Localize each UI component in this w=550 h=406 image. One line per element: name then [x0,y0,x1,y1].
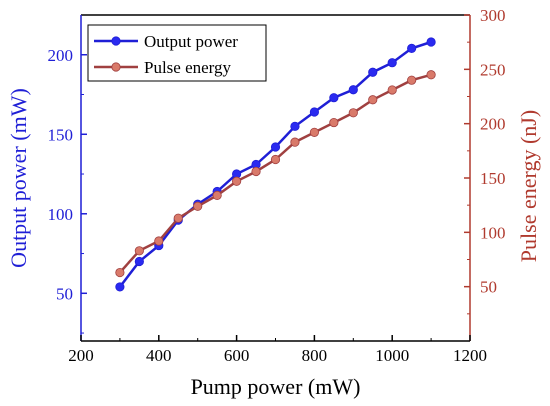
right-y-tick-label: 250 [480,60,506,79]
output-power-data-point [309,107,319,117]
pulse-energy-data-point [232,176,242,186]
output-power-data-point [407,43,417,53]
output-power-data-point [270,142,281,152]
pulse-energy-data-point [426,70,436,80]
pulse-energy-data-point [251,166,261,177]
left-y-tick-label: 200 [48,46,74,65]
right-y-tick-label: 200 [480,115,506,134]
pulse-energy-data-point [368,95,378,105]
pulse-energy-data-point [290,137,300,147]
right-y-axis-title: Pulse energy (nJ) [516,110,541,262]
pulse-energy-data-point [309,127,319,137]
pulse-energy-data-point [193,201,203,211]
legend-output-power-marker [111,36,121,46]
pulse-energy-data-point [348,108,358,118]
pulse-energy-data-point [270,154,281,165]
legend-pulse-energy-marker [111,62,121,72]
legend-box [87,24,267,82]
right-y-tick-label: 100 [480,223,506,242]
left-y-tick-label: 100 [48,205,74,224]
output-power-data-point [368,67,378,77]
pulse-energy-data-point [115,267,125,278]
legend-pulse-energy-label: Pulse energy [144,58,232,77]
left-y-tick-label: 150 [48,125,74,144]
right-y-tick-label: 50 [480,278,497,297]
output-power-data-point [115,282,125,292]
right-y-tick-label: 150 [480,169,506,188]
left-y-tick-label: 50 [56,284,73,303]
x-tick-label: 600 [224,346,250,365]
output-power-data-point [387,58,397,68]
left-y-axis-title: Output power (mW) [6,88,31,268]
output-power-data-point [290,121,300,131]
output-power-data-point [329,93,339,103]
pulse-energy-series-line [118,73,432,274]
plot-layer: 200 400 600 800 1000 1200 50 100 150 200 50 100 150 2… [6,6,541,399]
x-tick-label: 1000 [375,346,409,365]
x-tick-label: 800 [302,346,328,365]
pulse-energy-data-point [329,117,339,128]
pulse-energy-data-point [173,213,183,223]
pulse-energy-data-point [212,190,222,200]
output-power-data-point [348,85,358,95]
x-tick-label: 1200 [453,346,487,365]
pulse-energy-data-point [154,236,164,246]
pulse-energy-data-point [407,75,417,85]
output-power-data-point [134,256,144,267]
x-tick-label: 400 [146,346,172,365]
pulse-energy-data-point [134,246,144,256]
x-axis-title: Pump power (mW) [191,374,361,399]
x-tick-label: 200 [68,346,94,365]
pulse-energy-data-point [387,85,397,95]
legend-output-power-label: Output power [144,32,238,51]
output-power-data-point [426,37,436,47]
right-y-tick-label: 300 [480,6,506,25]
